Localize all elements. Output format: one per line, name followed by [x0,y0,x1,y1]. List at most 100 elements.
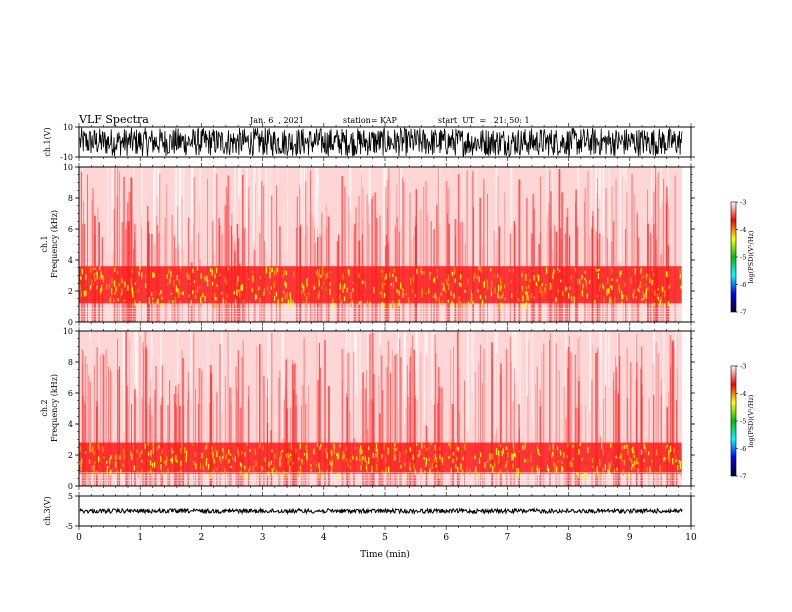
p2-plot-speckle [416,268,418,275]
p2-plot-speckle [346,287,348,293]
p3-plot-speckle [144,443,146,449]
p2-plot-speckle [662,287,664,292]
p3-plot-streak [671,341,674,486]
p3-plot-speckle [91,466,93,471]
p2-plot-gap [153,167,156,243]
p3-plot-speckle [280,451,282,459]
p4-axes-tick-label: -5 [65,522,73,531]
p3-plot-speckle [511,453,513,456]
p3-plot-streak [263,375,265,486]
p3-plot-speckle [320,444,322,447]
p3-plot-streak [285,389,287,486]
p3-plot-gap [564,331,567,419]
p3-plot-streak [324,340,326,486]
p3-plot-streak [478,362,479,486]
p3-plot-speckle [438,473,440,479]
p3-plot-streak [118,366,120,486]
p2-plot-streak [341,176,344,322]
p3-plot-gap [150,331,153,415]
p3-plot-speckle [220,459,222,464]
p3-plot-speckle [435,447,437,451]
p3-plot-speckle [163,461,165,464]
p3-plot-streak [319,367,322,486]
p3-plot-gap [604,331,607,386]
time-tick-label: 8 [566,533,572,543]
p2-plot-streak [87,174,88,322]
p2-plot-speckle [362,280,364,285]
p2-plot-streak [403,181,405,322]
p3-plot-speckle [655,472,657,475]
p3-plot-speckle [429,467,431,473]
p2-plot-speckle [447,299,449,303]
p2-plot-speckle [500,286,502,292]
p2-plot-speckle [653,302,655,307]
p2-plot-speckle [494,287,496,294]
p3-plot-streak [482,382,483,486]
p3-plot-speckle [404,462,406,467]
ch3-waveform-panel: 5 -5 ch.3(V) 0 1 2 3 4 5 6 7 8 9 10 Time (min) [43,492,697,560]
p3-plot-speckle [171,459,173,464]
cb2-tick-label: -7 [740,473,746,481]
p3-plot-gap [98,331,100,424]
p2-plot-streak [425,181,427,322]
p2-plot-speckle [502,292,504,296]
p3-plot-speckle [387,447,389,455]
p3-plot-streak [301,384,304,486]
p2-plot-speckle [178,289,180,295]
p3-plot-speckle [349,465,351,470]
p3-plot-streak [536,366,538,486]
p3-plot-streak [543,343,545,486]
p3-plot-speckle [123,464,125,468]
p3-plot-speckle [536,468,538,471]
p3-plot-speckle [365,465,368,470]
p2-plot-speckle [527,284,530,289]
p3-plot-streak [414,370,416,486]
p3-plot-speckle [350,460,352,463]
p3-plot-streak [387,340,389,486]
p3-plot-streak [513,368,515,486]
p2-plot-speckle [181,291,183,295]
p2-plot-speckle [643,293,645,300]
p3-plot-streak [187,372,189,486]
cb2-tick-label: -5 [740,418,746,426]
p2-plot-speckle [255,294,257,299]
p2-plot-speckle [541,290,543,297]
p3-plot-speckle [342,450,344,455]
p3-plot-gap [496,331,498,429]
p3-plot-streak [99,354,101,486]
p3-plot-speckle [248,469,250,473]
p3-plot-speckle [466,467,468,472]
p2-plot-speckle [659,299,661,306]
p2-axes-tick-label: 0 [68,318,73,327]
p2-plot-streak [386,208,388,322]
p3-plot-speckle [674,454,677,459]
p3-plot-gap [397,331,399,408]
p2-plot-speckle [160,290,162,295]
p3-plot-speckle [101,472,103,476]
p3-plot-streak [341,381,343,486]
p2-plot-speckle [545,283,547,287]
p3-plot-speckle [663,457,665,462]
p2-plot-streak [483,179,485,322]
p2-plot-speckle [343,296,346,302]
p2-plot-speckle [667,301,669,307]
p3-plot-speckle [132,444,135,451]
p2-plot-speckle [458,282,461,287]
p2-plot-speckle [83,290,85,297]
p2-plot-speckle [440,292,442,296]
p3-plot-streak [612,380,614,486]
p2-plot-speckle [664,290,666,298]
p3-plot-speckle [354,447,356,450]
p3-plot-streak [237,350,240,486]
p2-plot-speckle [521,286,523,289]
p3-plot-gap [207,331,209,408]
p3-plot-speckle [249,448,251,452]
p3-plot-speckle [591,457,593,463]
p2-plot-speckle [566,287,568,290]
p3-plot-streak [151,356,153,486]
p3-plot-speckle [356,456,358,461]
p3-plot-speckle [321,470,323,477]
p3-plot-streak [591,380,593,486]
p2-plot-speckle [570,275,572,280]
p2-plot-gap [269,167,271,258]
